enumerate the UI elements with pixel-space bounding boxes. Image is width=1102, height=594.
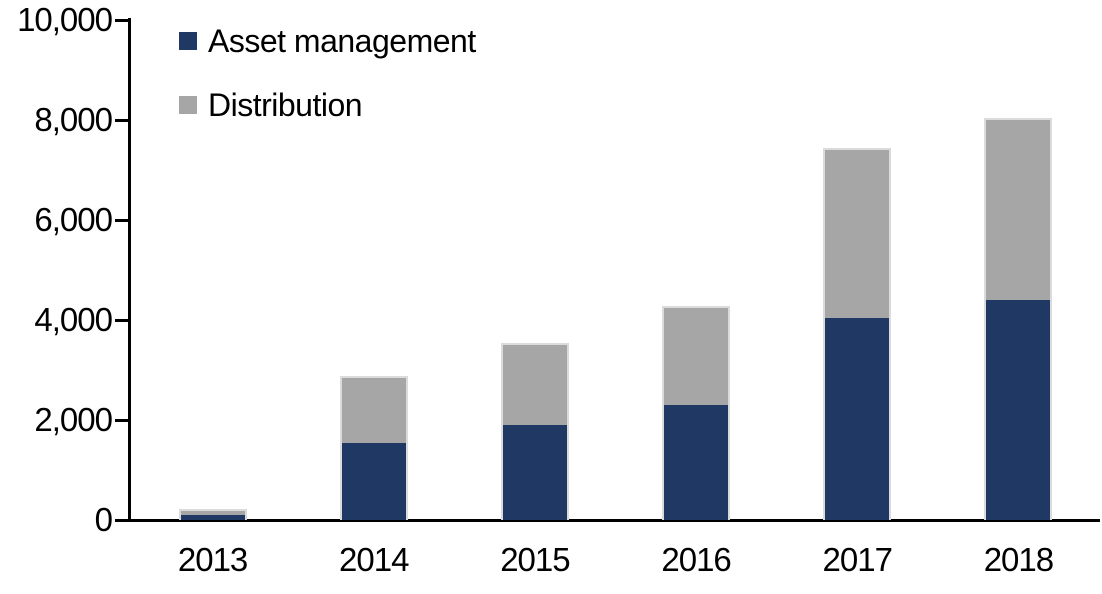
bar-segment-asset-management-2017 [825,317,890,520]
y-tick-2,000 [115,419,129,422]
y-tick-10,000 [115,19,129,22]
y-axis-line [128,18,131,522]
y-tick-4,000 [115,319,129,322]
bar-segment-asset-management-2014 [341,442,406,520]
y-tick-0 [115,519,129,522]
bar-2016 [662,305,731,520]
y-tick-label-6,000: 6,000 [34,201,113,238]
y-tick-label-2,000: 2,000 [34,401,113,438]
x-tick-label-2016: 2016 [661,541,731,578]
x-tick-label-2018: 2018 [983,541,1054,578]
x-tick-label-2017: 2017 [822,541,893,578]
y-tick-6,000 [115,219,129,222]
bar-segment-distribution-2016 [664,307,729,405]
x-tick-label-2014: 2014 [339,541,409,578]
bar-segment-asset-management-2018 [986,300,1051,520]
bar-segment-asset-management-2016 [664,405,729,520]
legend-item-asset-management: Asset management [179,24,476,58]
y-tick-8,000 [115,119,129,122]
legend-label-asset-management: Asset management [208,23,476,59]
y-tick-label-0: 0 [94,501,113,538]
legend-swatch-asset-management-icon [179,32,197,50]
legend-item-distribution: Distribution [179,88,476,122]
bar-2017 [823,148,892,520]
bar-2013 [178,509,247,520]
y-tick-label-4,000: 4,000 [34,301,113,338]
bar-segment-distribution-2018 [986,120,1051,300]
y-tick-label-10,000: 10,000 [17,1,113,38]
bar-segment-distribution-2014 [341,377,406,443]
bar-segment-distribution-2013 [180,511,245,515]
bar-segment-asset-management-2015 [502,425,567,520]
x-tick-label-2013: 2013 [177,541,248,578]
y-tick-label-8,000: 8,000 [34,101,113,138]
x-axis-line [128,519,1100,522]
bar-2015 [500,343,569,520]
bar-segment-distribution-2017 [825,150,890,318]
legend: Asset management Distribution [179,24,476,152]
legend-label-distribution: Distribution [208,87,363,123]
legend-swatch-distribution-icon [179,96,197,114]
bar-2018 [984,118,1053,520]
bar-segment-distribution-2015 [502,345,567,425]
bar-segment-asset-management-2013 [180,515,245,520]
x-tick-label-2015: 2015 [500,541,570,578]
bar-2014 [339,375,408,520]
